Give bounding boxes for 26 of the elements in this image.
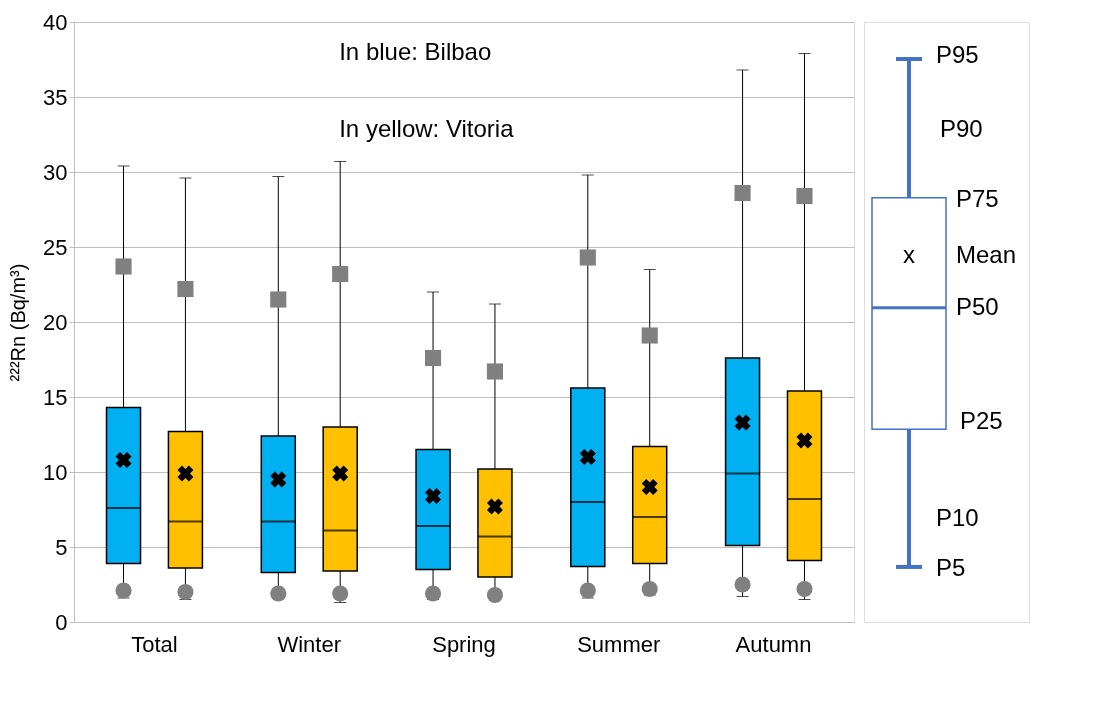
- x-tick-label: Autumn: [735, 631, 812, 657]
- x-tick-label: Total: [131, 631, 178, 657]
- text: P50: [956, 292, 999, 320]
- y-tick-label: 30: [43, 159, 68, 185]
- text: P5: [936, 553, 966, 581]
- x-tick-label: Winter: [277, 631, 342, 657]
- annotation: In blue: Bilbao: [339, 38, 492, 66]
- y-tick-label: 40: [43, 9, 68, 35]
- text: P10: [936, 503, 979, 531]
- y-tick-label: 15: [43, 384, 68, 410]
- text: P75: [956, 185, 999, 213]
- y-tick-label: 5: [55, 534, 68, 560]
- x-tick-label: Spring: [432, 631, 496, 657]
- y-tick-label: 20: [43, 309, 68, 335]
- text: P90: [940, 115, 983, 143]
- y-tick-label: 10: [43, 459, 68, 485]
- y-tick-label: 35: [43, 84, 68, 110]
- text: Mean: [956, 240, 1017, 268]
- text: x: [903, 240, 915, 268]
- x-tick-label: Summer: [577, 631, 661, 657]
- text: P25: [960, 406, 1003, 434]
- y-tick-label: 0: [55, 609, 68, 635]
- text: P95: [936, 41, 979, 69]
- y-axis-title: ²²²Rn (Bq/m³): [7, 263, 30, 382]
- annotation: In yellow: Vitoria: [339, 115, 515, 142]
- y-tick-label: 25: [43, 234, 68, 260]
